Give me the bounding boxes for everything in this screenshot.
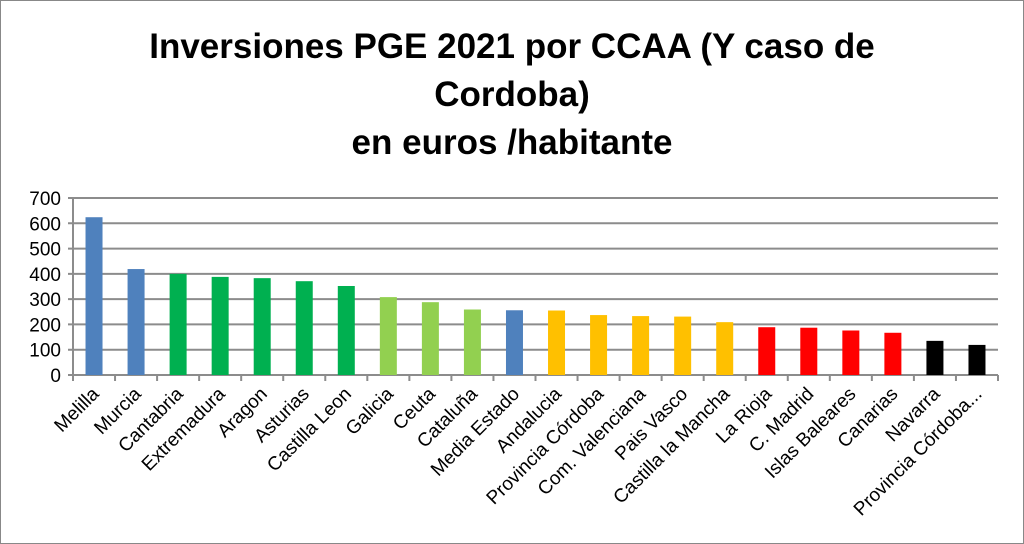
- x-tick-label: Galicia: [342, 383, 398, 439]
- y-tick-label: 200: [29, 315, 61, 336]
- bar: [968, 344, 986, 375]
- bar: [800, 327, 818, 375]
- bar: [463, 309, 481, 375]
- y-tick-label: 600: [29, 214, 61, 235]
- bar: [505, 310, 523, 375]
- bar: [842, 330, 860, 375]
- bar: [337, 285, 355, 375]
- bar: [590, 315, 608, 375]
- y-tick-label: 500: [29, 240, 61, 261]
- chart-title: Inversiones PGE 2021 por CCAA (Y caso de…: [1, 23, 1023, 167]
- y-tick-label: 300: [29, 290, 61, 311]
- bar: [295, 281, 313, 375]
- bar: [716, 322, 734, 375]
- y-tick-label: 100: [29, 341, 61, 362]
- bar: [421, 302, 439, 375]
- bar: [253, 278, 271, 375]
- bar: [674, 316, 692, 375]
- bar: [169, 273, 187, 375]
- bar: [758, 327, 776, 375]
- y-tick-label: 400: [29, 265, 61, 286]
- bar: [632, 316, 650, 375]
- title-line: Inversiones PGE 2021 por CCAA (Y caso de: [149, 27, 875, 66]
- y-tick-label: 700: [29, 189, 61, 210]
- y-tick-label: 0: [50, 366, 61, 387]
- bar: [926, 340, 944, 375]
- bar: [548, 310, 566, 375]
- bar: [884, 332, 902, 375]
- bar: [85, 217, 103, 375]
- bar: [127, 269, 145, 375]
- title-line: en euros /habitante: [351, 123, 673, 162]
- bar: [379, 297, 397, 375]
- title-line: Cordoba): [434, 75, 590, 114]
- bar: [211, 276, 229, 375]
